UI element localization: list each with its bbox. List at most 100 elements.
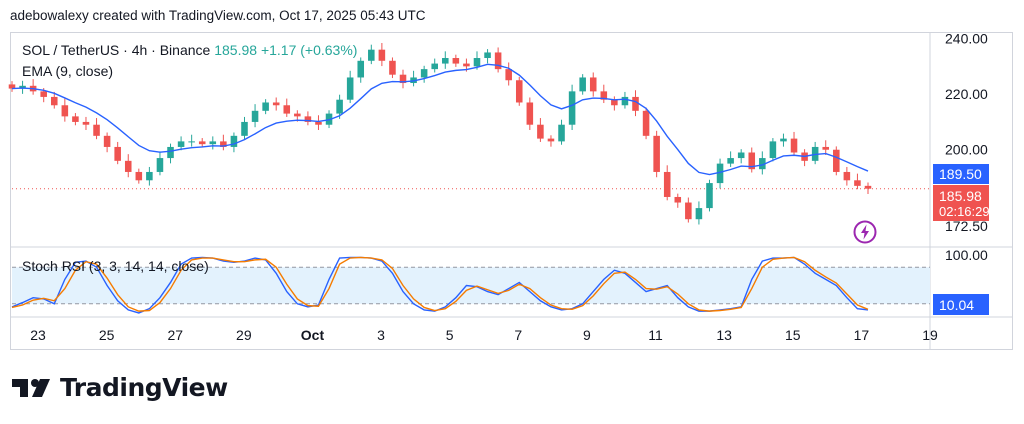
candle-body: [484, 52, 491, 59]
chart-frame: [10, 32, 1013, 350]
candle-body: [442, 58, 449, 64]
candle-body: [547, 138, 555, 142]
lightning-icon[interactable]: [853, 220, 877, 244]
yaxis-tick-label: 220.00: [945, 86, 988, 102]
candle-body: [452, 58, 460, 64]
candle-body: [357, 60, 365, 78]
candle-body: [642, 110, 650, 136]
candle-body: [431, 63, 438, 70]
xaxis-tick-label: 3: [377, 327, 385, 343]
candle-body: [283, 105, 291, 114]
stoch-yaxis-tick-label: 100.00: [945, 247, 988, 263]
candle-body: [463, 63, 470, 67]
candle-body: [600, 91, 608, 100]
candle-body: [241, 121, 248, 136]
legend-last-price: 185.98: [214, 42, 258, 58]
tradingview-logo-text: TradingView: [60, 373, 228, 402]
candle-body: [209, 141, 217, 145]
candle-body: [621, 96, 629, 106]
xaxis-tick-label: 27: [167, 327, 183, 343]
candle-body: [579, 77, 586, 92]
candle-body: [124, 160, 132, 172]
candle-body: [632, 96, 639, 111]
candle-body: [505, 69, 512, 81]
candle-body: [19, 85, 26, 89]
candle-body: [473, 58, 481, 67]
candle-body: [843, 171, 851, 181]
xaxis-tick-label: 9: [583, 327, 591, 343]
yaxis-tick-label: 200.00: [945, 142, 988, 158]
candle-body: [589, 77, 597, 92]
candle-body: [93, 124, 100, 136]
candle-body: [780, 138, 787, 142]
candle-body: [61, 105, 69, 117]
ema-value-text: 189.50: [939, 166, 982, 182]
xaxis-tick-label: Oct: [301, 327, 325, 343]
candle-body: [790, 138, 798, 153]
candle-body: [368, 49, 375, 61]
candle-body: [558, 124, 565, 142]
candle-body: [389, 60, 396, 75]
candle-body: [515, 80, 523, 103]
candle-body: [833, 149, 840, 172]
xaxis-tick-label: 29: [236, 327, 252, 343]
xaxis-tick-label: 23: [30, 327, 46, 343]
xaxis-tick-label: 15: [785, 327, 801, 343]
candle-body: [611, 99, 618, 106]
legend-ema: EMA (9, close): [22, 63, 114, 79]
candle-body: [315, 121, 322, 125]
stoch-value-text: 10.04: [939, 296, 975, 313]
ema-value-tag: 189.50: [933, 164, 989, 184]
yaxis-tick-label: 240.00: [945, 31, 988, 47]
candle-body: [146, 171, 153, 181]
candle-body: [156, 158, 164, 172]
price-value-text: 185.98: [939, 187, 982, 204]
xaxis-tick-label: 13: [716, 327, 732, 343]
candle-body: [294, 113, 301, 117]
candle-body: [82, 121, 90, 125]
candle-body: [769, 141, 777, 159]
candle-body: [72, 116, 79, 122]
chart-credit: adebowalexy created with TradingView.com…: [10, 8, 426, 23]
candle-body: [653, 135, 660, 172]
candle-body: [167, 146, 174, 159]
candle-body: [40, 91, 47, 97]
legend-stoch: Stoch RSI (3, 3, 14, 14, close): [22, 258, 209, 274]
candle-body: [854, 180, 861, 186]
candle-body: [737, 152, 745, 159]
candle-body: [494, 52, 502, 70]
tradingview-logo: TradingView: [12, 373, 228, 402]
candle-body: [526, 102, 534, 125]
candle-body: [716, 163, 724, 184]
candle-body: [103, 135, 111, 147]
xaxis-tick-label: 7: [514, 327, 522, 343]
candle-body: [537, 124, 544, 139]
candle-body: [114, 146, 121, 161]
xaxis-tick-label: 19: [922, 327, 938, 343]
candle-body: [706, 183, 713, 209]
ema-line: [11, 63, 869, 176]
legend-symbol: SOL / TetherUS · 4h · Binance: [22, 42, 211, 58]
stoch-d-line: [11, 256, 869, 312]
legend-symbol-row: SOL / TetherUS · 4h · Binance 185.98 +1.…: [22, 42, 357, 58]
candle-body: [304, 116, 312, 122]
candle-body: [336, 99, 343, 114]
candle-body: [864, 185, 872, 189]
candle-body: [198, 141, 206, 145]
candle-body: [663, 171, 671, 197]
candle-body: [759, 158, 766, 170]
candle-body: [674, 196, 682, 203]
tradingview-logo-icon: [12, 378, 50, 397]
candle-body: [8, 84, 16, 89]
candle-body: [177, 141, 185, 147]
candle-body: [568, 91, 576, 125]
candle-body: [188, 141, 195, 143]
candle-body: [727, 158, 734, 164]
yaxis-tick-label: 172.50: [945, 218, 988, 234]
price-tag: 185.98 02:16:29: [933, 185, 990, 221]
candle-body: [272, 102, 280, 106]
candle-body: [230, 135, 238, 147]
candle-body: [135, 171, 143, 181]
candle-body: [695, 208, 703, 220]
